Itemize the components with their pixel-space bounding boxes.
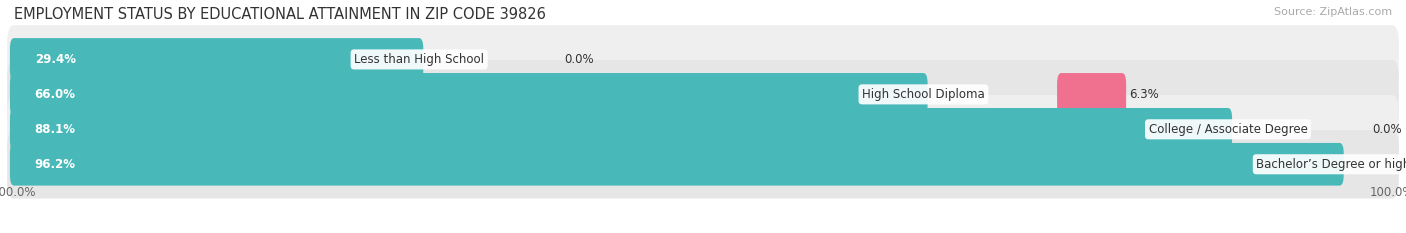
Text: Source: ZipAtlas.com: Source: ZipAtlas.com: [1274, 7, 1392, 17]
FancyBboxPatch shape: [7, 130, 1399, 199]
Text: 29.4%: 29.4%: [35, 53, 76, 66]
FancyBboxPatch shape: [7, 95, 1399, 164]
FancyBboxPatch shape: [10, 73, 928, 116]
FancyBboxPatch shape: [7, 60, 1399, 129]
Text: EMPLOYMENT STATUS BY EDUCATIONAL ATTAINMENT IN ZIP CODE 39826: EMPLOYMENT STATUS BY EDUCATIONAL ATTAINM…: [14, 7, 546, 22]
FancyBboxPatch shape: [10, 143, 1344, 186]
Text: 0.0%: 0.0%: [564, 53, 593, 66]
Text: 88.1%: 88.1%: [35, 123, 76, 136]
Text: 6.3%: 6.3%: [1129, 88, 1159, 101]
Text: Bachelor’s Degree or higher: Bachelor’s Degree or higher: [1257, 158, 1406, 171]
FancyBboxPatch shape: [10, 38, 423, 81]
FancyBboxPatch shape: [1057, 73, 1126, 116]
Text: High School Diploma: High School Diploma: [862, 88, 984, 101]
Text: 96.2%: 96.2%: [35, 158, 76, 171]
FancyBboxPatch shape: [7, 25, 1399, 94]
Text: Less than High School: Less than High School: [354, 53, 484, 66]
Text: College / Associate Degree: College / Associate Degree: [1149, 123, 1308, 136]
Text: 66.0%: 66.0%: [35, 88, 76, 101]
Legend: In Labor Force, Unemployed: In Labor Force, Unemployed: [593, 230, 813, 233]
Text: 0.0%: 0.0%: [1372, 123, 1402, 136]
FancyBboxPatch shape: [10, 108, 1232, 151]
